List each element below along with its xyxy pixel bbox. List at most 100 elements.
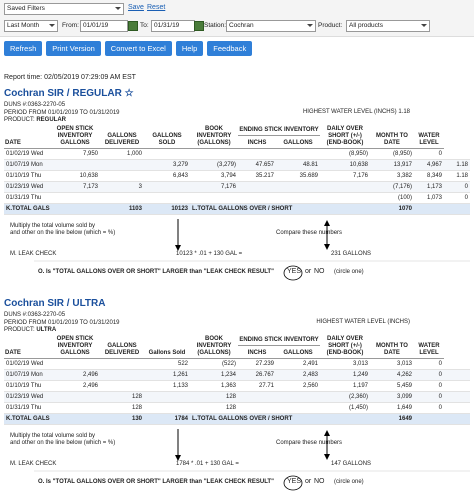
cell: 3,013 <box>370 358 414 370</box>
button[interactable]: Refresh <box>4 41 43 56</box>
button[interactable]: Convert to Excel <box>104 41 172 56</box>
cell <box>100 380 144 392</box>
yes-option[interactable]: YES <box>287 477 302 485</box>
cell: 13,917 <box>370 159 414 171</box>
station-select[interactable]: Cochran <box>226 20 316 32</box>
to-input[interactable]: 01/31/19 <box>151 20 195 32</box>
calendar-icon[interactable] <box>128 21 138 31</box>
data-row: 01/07/19 Mon 2,496 1,261 1,234 26.767 2,483 1,… <box>4 369 470 381</box>
water-label: HIGHEST WATER LEVEL (INCHS) <box>316 319 410 325</box>
cell: 0 <box>444 192 470 204</box>
cell: 0 <box>414 358 444 370</box>
button[interactable]: Print Version <box>46 41 101 56</box>
cell <box>414 413 470 425</box>
data-row: 01/02/19 Wed 522 (522) 27.239 2,491 3,013 3,01… <box>4 358 470 370</box>
filter-bar: Saved Filters Save Reset Last Month From… <box>0 0 474 37</box>
total-delivered: 1103 <box>100 203 144 215</box>
cell: 10,638 <box>320 159 370 171</box>
from-input[interactable]: 01/01/19 <box>80 20 128 32</box>
data-row: 01/02/19 Wed 7,950 1,000 (8,950) (8,950) 0 <box>4 148 470 160</box>
favorite-star[interactable]: ☆ <box>121 88 134 99</box>
cell: 10,638 <box>50 170 100 182</box>
totals-label: K.TOTAL GALS <box>4 203 100 215</box>
cell <box>238 402 276 414</box>
cell: 0 <box>414 391 444 403</box>
cell <box>444 358 470 370</box>
button-row: Refresh Print Version Convert to Excel Help… <box>4 41 256 56</box>
calendar-icon[interactable] <box>194 21 204 31</box>
cell: 128 <box>100 391 144 403</box>
cell <box>444 369 470 381</box>
cell <box>50 402 100 414</box>
cell <box>100 159 144 171</box>
cell: 2,560 <box>276 380 320 392</box>
cell: 0 <box>414 380 444 392</box>
section-meta: DUNS #:0363-2270-05 PERIOD FROM 01/01/201… <box>4 312 470 335</box>
cell: (8,950) <box>320 148 370 160</box>
leak-result: 147 GALLONS <box>331 460 372 467</box>
cell <box>50 391 100 403</box>
product-section: Cochran SIR / ULTRA DUNS #:0363-2270-05 PE… <box>4 298 470 497</box>
reset-link[interactable]: Reset <box>147 4 166 11</box>
no-option[interactable]: NO <box>314 267 325 275</box>
cell <box>50 159 100 171</box>
column-header: MONTH TO DATE <box>370 334 414 359</box>
cell: 7,176 <box>190 181 238 193</box>
cell: 6,843 <box>144 170 190 182</box>
cell <box>238 148 276 160</box>
column-header: DATE <box>4 124 50 149</box>
cell <box>144 391 190 403</box>
leak-formula: 10123 * .01 + 130 GAL = <box>176 250 243 257</box>
column-header: DATE <box>4 334 50 359</box>
cell <box>238 181 276 193</box>
or-text: or <box>305 477 312 485</box>
cell <box>276 181 320 193</box>
cell: 7,950 <box>50 148 100 160</box>
save-link[interactable]: Save <box>128 4 144 11</box>
period: PERIOD FROM 01/01/2019 TO 01/31/2019 <box>4 109 120 116</box>
cell: 27.71 <box>238 380 276 392</box>
title-text: Cochran SIR / REGULAR <box>4 88 122 99</box>
cell: (2,360) <box>320 391 370 403</box>
over-short-label: L.TOTAL GALLONS OVER / SHORT <box>190 203 370 215</box>
button[interactable]: Feedback <box>207 41 253 56</box>
cell: 2,496 <box>50 369 100 381</box>
from-label: From: <box>62 22 79 29</box>
product-select[interactable]: All products <box>346 20 430 32</box>
product-label: PRODUCT: <box>4 117 35 123</box>
water-level: HIGHEST WATER LEVEL (INCHS) 1.18 <box>303 109 410 117</box>
column-header: GALLONS SOLD <box>144 124 190 149</box>
cell: 01/23/19 Wed <box>4 181 50 193</box>
cell: (1,450) <box>320 402 370 414</box>
instruction: Multiply the total volume sold by <box>10 432 96 439</box>
arrowhead <box>324 429 330 436</box>
inventory-table: DATE OPEN STICK INVENTORY GALLONS GALLONS … <box>4 334 470 425</box>
duns: DUNS #:0363-2270-05 <box>4 102 66 108</box>
cell: 1,133 <box>144 380 190 392</box>
yes-circle <box>283 475 303 490</box>
range-select[interactable]: Last Month <box>4 20 58 32</box>
cell: 1,000 <box>100 148 144 160</box>
question: O. Is "TOTAL GALLONS OVER OR SHORT" LARG… <box>38 268 274 275</box>
saved-filters[interactable]: Saved Filters <box>4 3 124 15</box>
leak-formula: 1784 * .01 + 130 GAL = <box>176 460 239 467</box>
compare-note: Compare these numbers <box>276 229 343 236</box>
cell <box>444 380 470 392</box>
cell: 1,073 <box>414 192 444 204</box>
product-line: PRODUCT: ULTRA <box>4 327 470 335</box>
cell: 7,173 <box>50 181 100 193</box>
cell <box>444 148 470 160</box>
instruction: Multiply the total volume sold by <box>10 222 96 229</box>
yes-option[interactable]: YES <box>287 267 302 275</box>
no-option[interactable]: NO <box>314 477 325 485</box>
section-meta: DUNS #:0363-2270-05 PERIOD FROM 01/01/201… <box>4 102 470 125</box>
cell: 4,262 <box>370 369 414 381</box>
inventory-table: DATE OPEN STICK INVENTORY GALLONS GALLONS … <box>4 124 470 215</box>
column-header: BOOK INVENTORY (GALLONS) <box>190 334 238 359</box>
cell: 0 <box>414 369 444 381</box>
button[interactable]: Help <box>175 41 204 56</box>
cell: 2,491 <box>276 358 320 370</box>
cell: 01/10/19 Thu <box>4 380 50 392</box>
totals-label: K.TOTAL GALS <box>4 413 100 425</box>
data-row: 01/31/19 Thu (100) 1,073 0 <box>4 192 470 204</box>
